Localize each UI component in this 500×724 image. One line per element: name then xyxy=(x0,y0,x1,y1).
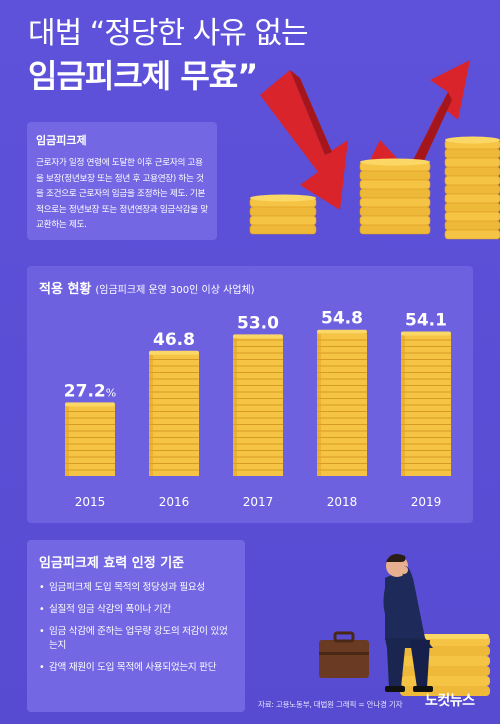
definition-body: 근로자가 일정 연령에 도달한 이후 근로자의 고용을 보장(정년보장 또는 정… xyxy=(36,158,208,230)
definition-box: 임금피크제 근로자가 일정 연령에 도달한 이후 근로자의 고용을 보장(정년보… xyxy=(27,122,217,240)
bar-2017 xyxy=(233,334,283,476)
criteria-box: 임금피크제 효력 인정 기준 임금피크제 도입 목적의 정당성과 필요성 실질적… xyxy=(27,540,245,712)
criteria-item: 임금피크제 도입 목적의 정당성과 필요성 xyxy=(39,581,233,595)
cbs-nocut-logo: 노컷뉴스 xyxy=(425,693,475,709)
red-arrow-down xyxy=(260,70,348,210)
coins-arrow-illustration xyxy=(249,60,500,240)
criteria-item: 감액 재원이 도입 목적에 사용되었는지 판단 xyxy=(39,661,233,675)
source-credit: 자료: 고용노동부, 대법원 그래픽 = 안나경 기자 xyxy=(258,700,403,709)
criteria-list: 임금피크제 도입 목적의 정당성과 필요성 실질적 임금 삭감의 폭이나 기간 … xyxy=(39,581,233,675)
briefcase-icon xyxy=(319,631,369,678)
headline-line-1: 대법 “정당한 사유 없는 xyxy=(28,16,309,51)
chart-title: 적용 현황 (임금피크제 운영 300인 이상 사업체) xyxy=(39,278,255,297)
bar-2016 xyxy=(149,350,199,476)
category-label-2016: 2016 xyxy=(159,495,190,509)
hero-coin-stacks xyxy=(249,136,500,240)
value-label-2016: 46.8 xyxy=(153,330,195,350)
headline: 대법 “정당한 사유 없는 임금피크제 무효” xyxy=(28,14,309,98)
bar-2015 xyxy=(65,402,115,476)
chart-panel: 27.2% 2015 46.8 2016 53.0 2017 54.8 2018 54.1 201… xyxy=(27,266,473,523)
value-label-2019: 54.1 xyxy=(405,311,447,331)
bar-chart: 27.2% 2015 46.8 2016 53.0 2017 54.8 2018 54.1 201… xyxy=(64,309,451,509)
headline-line-2: 임금피크제 무효” xyxy=(28,57,258,95)
worried-businessman-illustration xyxy=(319,554,490,696)
criteria-item: 임금 삭감에 준하는 업무량 강도의 저감이 있었는지 xyxy=(39,625,233,653)
bar-2018 xyxy=(317,329,367,476)
category-label-2015: 2015 xyxy=(75,495,106,509)
criteria-title: 임금피크제 효력 인정 기준 xyxy=(39,556,185,571)
red-arrow-up xyxy=(370,60,470,190)
bar-2019 xyxy=(401,331,451,476)
unit-label: % xyxy=(106,386,116,399)
criteria-item: 실질적 임금 삭감의 폭이나 기간 xyxy=(39,603,233,617)
value-label-2015: 27.2% xyxy=(64,381,116,401)
chart-title-text: 적용 현황 xyxy=(39,282,92,297)
value-label-2018: 54.8 xyxy=(321,309,363,329)
value-label-2017: 53.0 xyxy=(237,313,279,333)
category-label-2018: 2018 xyxy=(327,495,358,509)
category-label-2019: 2019 xyxy=(411,495,442,509)
chart-subtitle: (임금피크제 운영 300인 이상 사업체) xyxy=(95,285,255,296)
definition-title: 임금피크제 xyxy=(36,134,87,147)
category-label-2017: 2017 xyxy=(243,495,274,509)
